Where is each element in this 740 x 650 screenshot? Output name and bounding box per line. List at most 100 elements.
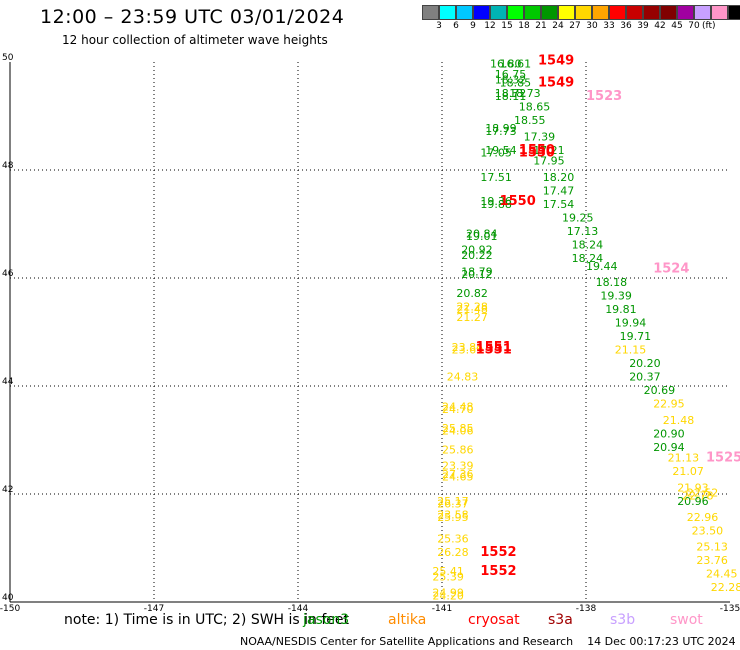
wave-height-point: 21.48 <box>663 414 695 427</box>
credit-text: NOAA/NESDIS Center for Satellite Applica… <box>240 635 574 648</box>
color-swatch <box>643 5 660 20</box>
chart-title: 12:00 – 23:59 UTC 03/01/2024 <box>40 6 345 28</box>
wave-height-point: 19.71 <box>620 330 652 343</box>
color-scale-label: 21 <box>535 21 547 31</box>
wave-height-point: 20.22 <box>461 249 493 262</box>
color-swatch <box>592 5 609 20</box>
footer-credit: NOAA/NESDIS Center for Satellite Applica… <box>240 635 736 648</box>
wave-height-point: 20.90 <box>653 427 685 440</box>
wave-height-point: 19.44 <box>586 260 618 273</box>
wave-height-point: 21.27 <box>456 311 488 324</box>
color-swatch <box>711 5 728 20</box>
wave-height-point: 25.85 <box>442 422 474 435</box>
color-swatch <box>422 5 439 20</box>
wave-height-point: 18.11 <box>495 90 527 103</box>
wave-height-point: 24.99 <box>432 587 464 600</box>
color-scale-label: 70 <box>688 21 700 31</box>
y-tick-label: 50 <box>2 53 14 63</box>
wave-height-point: 25.95 <box>437 511 469 524</box>
wave-height-point: 20.94 <box>653 441 685 454</box>
y-tick-label: 48 <box>2 161 14 171</box>
color-scale-label: 33 <box>603 21 615 31</box>
color-swatch <box>524 5 541 20</box>
wave-height-point: 25.17 <box>437 495 469 508</box>
wave-height-point: 20.82 <box>456 287 488 300</box>
cycle-label: 1551 <box>476 343 512 358</box>
wave-height-point: 17.05 <box>480 147 512 160</box>
wave-height-point: 19.36 <box>480 195 512 208</box>
color-scale-label: 12 <box>484 21 496 31</box>
y-tick-label: 44 <box>2 377 14 387</box>
wave-height-point: 25.86 <box>442 444 474 457</box>
color-swatch <box>575 5 592 20</box>
color-scale-label: 15 <box>501 21 513 31</box>
wave-height-point: 19.81 <box>605 303 637 316</box>
x-tick-label: -144 <box>288 604 309 614</box>
wave-height-point: 18.24 <box>572 252 604 265</box>
wave-height-point: 22.95 <box>653 398 685 411</box>
color-scale-label: 39 <box>637 21 649 31</box>
legend-item-altika: altika <box>388 612 427 628</box>
wave-height-point: 23.50 <box>692 525 724 538</box>
cycle-label: 1551 <box>476 340 512 355</box>
wave-height-point: 24.70 <box>442 403 474 416</box>
color-swatch <box>660 5 677 20</box>
wave-height-point: 17.13 <box>567 225 599 238</box>
wave-height-point: 17.47 <box>543 184 575 197</box>
chart-subtitle: 12 hour collection of altimeter wave hei… <box>62 33 328 47</box>
wave-height-point: 20.37 <box>629 371 661 384</box>
color-swatch <box>490 5 507 20</box>
color-scale-label: 24 <box>552 21 564 31</box>
wave-height-point: 17.39 <box>524 130 556 143</box>
wave-height-point: 18.79 <box>461 265 493 278</box>
wave-height-point: 18.99 <box>485 122 517 135</box>
wave-height-point: 18.73 <box>509 87 541 100</box>
color-swatch <box>609 5 626 20</box>
wave-height-point: 19.88 <box>480 198 512 211</box>
wave-height-point: 16.61 <box>500 57 531 70</box>
wave-height-point: 26.28 <box>437 546 469 559</box>
wave-height-point: 22.28 <box>711 581 740 594</box>
wave-height-point: 17.95 <box>533 155 565 168</box>
wave-height-point: 18.55 <box>514 114 546 127</box>
wave-height-point: 22.78 <box>682 489 714 502</box>
wave-height-point: 24.83 <box>447 371 479 384</box>
color-swatch <box>694 5 711 20</box>
color-scale-label: 27 <box>569 21 581 31</box>
wave-height-point: 27.36 <box>442 468 474 481</box>
color-scale-label: 6 <box>453 21 459 31</box>
wave-height-point: 19.54 <box>485 144 517 157</box>
wave-height-point: 22.28 <box>456 300 488 313</box>
wave-height-point: 25.36 <box>437 533 469 546</box>
color-swatch <box>626 5 643 20</box>
wave-height-point: 23.84 <box>452 341 484 354</box>
wave-height-point: 20.96 <box>677 495 709 508</box>
color-scale-label: 9 <box>470 21 476 31</box>
wave-height-point: 23.39 <box>442 460 474 473</box>
wave-height-point: 18.18 <box>596 276 628 289</box>
cycle-label: 1550 <box>519 143 555 158</box>
wave-height-point: 23.69 <box>452 344 484 357</box>
wave-height-point: 19.01 <box>466 230 498 243</box>
y-tick-label: 46 <box>2 269 14 279</box>
color-scale-label: 42 <box>654 21 666 31</box>
legend-item-swot: swot <box>670 612 703 628</box>
wave-height-point: 16.80 <box>490 57 522 70</box>
wave-height-point: 23.58 <box>437 508 469 521</box>
wave-height-point: 19.25 <box>562 211 594 224</box>
wave-height-point: 24.65 <box>442 471 474 484</box>
cycle-label: 1552 <box>480 564 516 579</box>
wave-height-point: 18.72 <box>495 87 527 100</box>
note-text: note: 1) Time is in UTC; 2) SWH is in fe… <box>64 612 350 628</box>
wave-height-point: 24.06 <box>442 425 474 438</box>
x-tick-label: -135 <box>720 604 740 614</box>
color-swatch <box>677 5 694 20</box>
wave-height-point: 25.13 <box>696 541 728 554</box>
wave-height-point: 26.37 <box>437 498 469 511</box>
cycle-label: 1550 <box>500 194 536 209</box>
color-swatch <box>541 5 558 20</box>
wave-height-point: 21.48 <box>456 303 488 316</box>
wave-height-point: 24.45 <box>706 568 738 581</box>
y-tick-label: 42 <box>2 485 13 495</box>
